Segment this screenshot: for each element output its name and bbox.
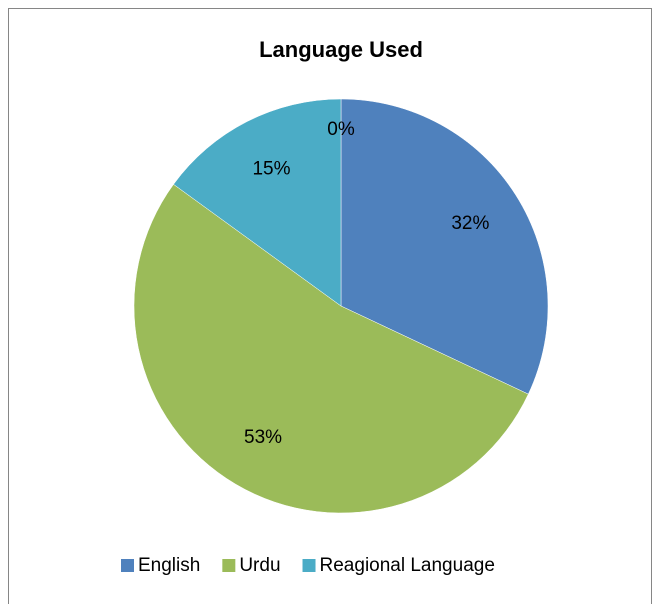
pie-slice [340,98,549,395]
legend-label: English [138,555,200,576]
data-label: 0% [327,119,355,140]
legend-label: Urdu [239,555,280,576]
legend-swatch [121,559,134,572]
legend-label: Reagional Language [320,555,495,576]
pie-slice [173,98,342,307]
data-label: 15% [252,159,290,180]
legend-swatch [222,559,236,572]
chart-title: Language Used [259,37,423,62]
data-label: 32% [451,213,489,234]
pie-slice [133,183,529,514]
legend-swatch [302,559,316,572]
data-label: 53% [244,427,282,448]
